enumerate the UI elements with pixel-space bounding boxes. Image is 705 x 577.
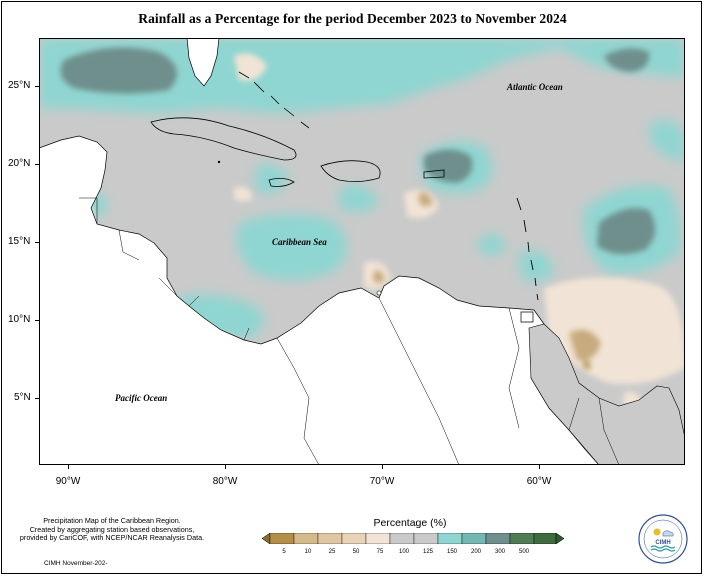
legend-tick-label: 10 [304,549,312,555]
lon-label-60w: 60°W [526,476,552,487]
legend-tick-label: 125 [422,549,433,555]
lon-label-80w: 80°W [212,476,238,487]
lon-tick [225,465,226,469]
pacific-ocean-label: Pacific Ocean [115,393,168,403]
rainfall-map [39,38,685,465]
legend-tick-label: 50 [352,549,360,555]
legend-ticks: 5 10 25 50 75 100 125 150 200 300 500 [0,549,705,559]
lat-tick [35,86,39,87]
legend-tick-label: 200 [470,549,481,555]
cloud-icon [662,530,674,537]
legend-tick-label: 150 [446,549,457,555]
legend-tick-label: 500 [518,549,529,555]
atlantic-ocean-label: Atlantic Ocean [507,82,563,92]
lat-tick [35,398,39,399]
lat-label-15n: 15°N [8,236,31,247]
map-svg [39,38,685,465]
legend-tick-label: 25 [328,549,336,555]
lon-tick [68,465,69,469]
legend-tick-label: 100 [398,549,409,555]
cimh-logo: CIMH [638,514,688,564]
legend-tick-label: 75 [376,549,384,555]
credit-line-3: provided by CariCOF, with NCEP/NCAR Rean… [19,533,205,543]
lat-label-10n: 10°N [8,314,31,325]
very-below-normal-areas [373,192,601,370]
lon-label-90w: 90°W [55,476,81,487]
credit-line-2: Created by aggregating station based obs… [29,524,195,534]
map-title: Rainfall as a Percentage for the period … [138,11,567,26]
cimh-date: CIMH November-202- [44,560,108,567]
well-above-normal-areas [60,47,656,255]
caribbean-sea-label: Caribbean Sea [272,237,327,247]
lat-tick [35,320,39,321]
legend-tick-label: 5 [282,549,286,555]
landmasses [39,38,685,465]
lat-label-25n: 25°N [8,80,31,91]
lon-label-70w: 70°W [369,476,395,487]
sun-icon [653,528,661,536]
map-credit: Precipitation Map of the Caribbean Regio… [12,516,212,543]
legend-tick-label: 300 [494,549,505,555]
lat-label-20n: 20°N [8,158,31,169]
logo-text: CIMH [655,540,670,546]
lat-label-5n: 5°N [14,392,31,403]
lat-tick [35,164,39,165]
lat-tick [35,242,39,243]
legend-colorbar [262,533,564,544]
legend-title: Percentage (%) [373,517,447,529]
lon-tick [382,465,383,469]
credit-line-1: Precipitation Map of the Caribbean Regio… [43,516,181,525]
lon-tick [539,465,540,469]
wave-icon [650,545,676,549]
